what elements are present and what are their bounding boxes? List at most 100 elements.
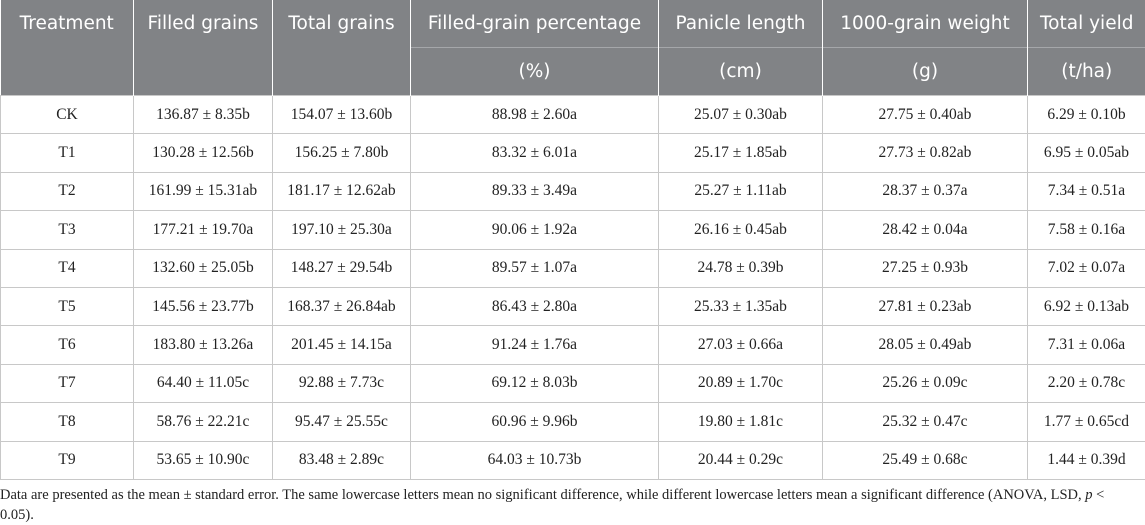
table-cell: 130.28 ± 12.56b	[133, 133, 273, 173]
table-cell: 28.05 ± 0.49ab	[822, 325, 1028, 365]
table-cell: 136.87 ± 8.35b	[133, 94, 273, 135]
table-cell: 6.92 ± 0.13ab	[1027, 286, 1145, 327]
column-unit: (t/ha)	[1061, 61, 1113, 82]
table-row: T1 130.28 ± 12.56b 156.25 ± 7.80b 83.32 ± 6…	[0, 133, 1145, 173]
table-cell: 95.47 ± 25.55c	[272, 402, 411, 442]
table-cell: 83.48 ± 2.89c	[272, 440, 411, 480]
column-name: Filled-grain percentage	[411, 0, 658, 48]
table-cell: 25.17 ± 1.85ab	[658, 133, 823, 173]
table-cell: 69.12 ± 8.03b	[410, 363, 659, 404]
table-cell: 28.37 ± 0.37a	[822, 171, 1028, 212]
table-cell: T7	[0, 363, 134, 404]
table-row: T2 161.99 ± 15.31ab 181.17 ± 12.62ab 89.33 …	[0, 171, 1145, 212]
footnote-italic: p	[1085, 486, 1093, 503]
column-name: Total grains	[288, 13, 395, 34]
table-cell: 154.07 ± 13.60b	[272, 94, 411, 135]
table-cell: 89.33 ± 3.49a	[410, 171, 659, 212]
table-cell: T6	[0, 325, 134, 365]
table-cell: 27.73 ± 0.82ab	[822, 133, 1028, 173]
table-row: T9 53.65 ± 10.90c 83.48 ± 2.89c 64.03 ± 10.…	[0, 440, 1145, 480]
table-cell: T2	[0, 171, 134, 212]
footnote-text: Data are presented as the mean ± standar…	[0, 486, 1086, 503]
table-cell: 7.02 ± 0.07a	[1027, 248, 1145, 288]
column-header: 1000-grain weight (g)	[822, 0, 1028, 96]
table-cell: 64.40 ± 11.05c	[133, 363, 273, 404]
table-cell: 20.89 ± 1.70c	[658, 363, 823, 404]
table-cell: 148.27 ± 29.54b	[272, 248, 411, 288]
table-row: T7 64.40 ± 11.05c 92.88 ± 7.73c 69.12 ± 8.0…	[0, 363, 1145, 404]
table-row: T3 177.21 ± 19.70a 197.10 ± 25.30a 90.06 ± …	[0, 210, 1145, 250]
column-unit-spacer	[273, 47, 410, 94]
table-cell: 1.44 ± 0.39d	[1027, 440, 1145, 480]
table-cell: 201.45 ± 14.15a	[272, 325, 411, 365]
table-cell: CK	[0, 94, 134, 135]
table-cell: 26.16 ± 0.45ab	[658, 210, 823, 250]
table-cell: 27.75 ± 0.40ab	[822, 94, 1028, 135]
table-cell: 161.99 ± 15.31ab	[133, 171, 273, 212]
table-cell: 27.25 ± 0.93b	[822, 248, 1028, 288]
table-cell: 177.21 ± 19.70a	[133, 210, 273, 250]
column-header: Filled-grain percentage (%)	[410, 0, 659, 96]
table-body: CK 136.87 ± 8.35b 154.07 ± 13.60b 88.98 ± 2…	[0, 94, 1145, 480]
data-table: Treatment Filled grains Total grains Filled…	[0, 0, 1145, 480]
table-cell: 83.32 ± 6.01a	[410, 133, 659, 173]
table-cell: 145.56 ± 23.77b	[133, 286, 273, 327]
column-name: Filled grains	[147, 13, 259, 34]
column-unit-spacer	[134, 47, 272, 94]
table-cell: 27.03 ± 0.66a	[658, 325, 823, 365]
column-name: Panicle length	[659, 0, 822, 48]
footnote-text: < 0.05).	[0, 486, 1105, 523]
table-cell: 25.49 ± 0.68c	[822, 440, 1028, 480]
table-cell: 181.17 ± 12.62ab	[272, 171, 411, 212]
column-header: Treatment	[0, 0, 134, 96]
table-cell: 132.60 ± 25.05b	[133, 248, 273, 288]
column-name: 1000-grain weight	[823, 0, 1027, 48]
table-row: T4 132.60 ± 25.05b 148.27 ± 29.54b 89.57 ± …	[0, 248, 1145, 288]
column-unit: (cm)	[719, 61, 762, 82]
table-cell: 91.24 ± 1.76a	[410, 325, 659, 365]
header-row: Treatment Filled grains Total grains Filled…	[0, 0, 1145, 96]
column-header: Filled grains	[133, 0, 273, 96]
table-cell: 28.42 ± 0.04a	[822, 210, 1028, 250]
table-cell: 25.33 ± 1.35ab	[658, 286, 823, 327]
table-cell: 2.20 ± 0.78c	[1027, 363, 1145, 404]
table-cell: T8	[0, 402, 134, 442]
table-cell: 58.76 ± 22.21c	[133, 402, 273, 442]
table-cell: T9	[0, 440, 134, 480]
table-cell: 7.31 ± 0.06a	[1027, 325, 1145, 365]
column-header: Total yield (t/ha)	[1027, 0, 1145, 96]
column-header: Total grains	[272, 0, 411, 96]
column-unit: (%)	[518, 61, 551, 82]
column-unit-spacer	[1, 47, 134, 94]
column-unit: (g)	[911, 61, 939, 82]
table-cell: 53.65 ± 10.90c	[133, 440, 273, 480]
table-cell: 7.34 ± 0.51a	[1027, 171, 1145, 212]
table-cell: 156.25 ± 7.80b	[272, 133, 411, 173]
table-cell: 183.80 ± 13.26a	[133, 325, 273, 365]
table-cell: 25.07 ± 0.30ab	[658, 94, 823, 135]
column-header: Panicle length (cm)	[658, 0, 823, 96]
table-cell: T5	[0, 286, 134, 327]
table-cell: T4	[0, 248, 134, 288]
table-cell: 19.80 ± 1.81c	[658, 402, 823, 442]
table-cell: 86.43 ± 2.80a	[410, 286, 659, 327]
table-cell: 6.95 ± 0.05ab	[1027, 133, 1145, 173]
table-cell: 90.06 ± 1.92a	[410, 210, 659, 250]
column-name: Treatment	[19, 13, 114, 34]
table-cell: 24.78 ± 0.39b	[658, 248, 823, 288]
table-cell: 197.10 ± 25.30a	[272, 210, 411, 250]
table-cell: 6.29 ± 0.10b	[1027, 94, 1145, 135]
table-cell: 64.03 ± 10.73b	[410, 440, 659, 480]
footnote: Data are presented as the mean ± standar…	[0, 485, 1145, 525]
table-row: T5 145.56 ± 23.77b 168.37 ± 26.84ab 86.43 ±…	[0, 286, 1145, 327]
table-row: T6 183.80 ± 13.26a 201.45 ± 14.15a 91.24 ± …	[0, 325, 1145, 365]
column-name: Total yield	[1028, 0, 1145, 48]
table-cell: 25.27 ± 1.11ab	[658, 171, 823, 212]
table-cell: 27.81 ± 0.23ab	[822, 286, 1028, 327]
table-cell: 20.44 ± 0.29c	[658, 440, 823, 480]
table-cell: 25.26 ± 0.09c	[822, 363, 1028, 404]
table-cell: T3	[0, 210, 134, 250]
table-cell: 7.58 ± 0.16a	[1027, 210, 1145, 250]
table-row: T8 58.76 ± 22.21c 95.47 ± 25.55c 60.96 ± 9.…	[0, 402, 1145, 442]
table-cell: 92.88 ± 7.73c	[272, 363, 411, 404]
